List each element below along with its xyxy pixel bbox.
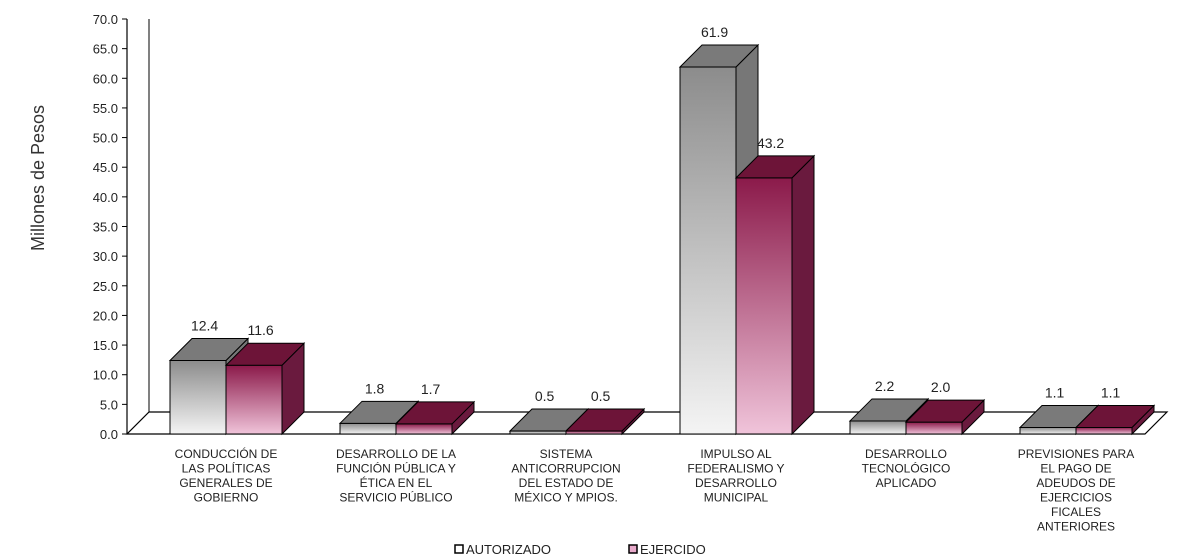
bars (168, 43, 1156, 436)
y-tick-label: 45.0 (93, 160, 118, 175)
y-tick-label: 25.0 (93, 279, 118, 294)
category-labels: CONDUCCIÓN DE LAS POLÍTICAS GENERALES DE GO… (175, 446, 1135, 534)
data-label-ejercido-5: 2.0 (931, 379, 951, 395)
category-label-1: CONDUCCIÓN DE LAS POLÍTICAS GENERALES DE GO… (175, 446, 278, 505)
y-tick-label: 40.0 (93, 190, 118, 205)
data-label-autorizado-3: 0.5 (535, 388, 555, 404)
y-tick-label: 55.0 (93, 101, 118, 116)
data-label-ejercido-6: 1.1 (1101, 384, 1121, 400)
legend-swatch-autorizado (454, 544, 464, 554)
bar-ejercido-6 (1074, 404, 1156, 436)
data-labels: 12.4 11.6 1.8 1.7 0.5 0.5 61.9 43.2 2.2 2.0 1.1 1.1 (191, 24, 1121, 404)
data-label-autorizado-1: 12.4 (191, 317, 218, 333)
legend-label-autorizado: AUTORIZADO (466, 542, 551, 557)
legend: AUTORIZADO EJERCIDO (454, 542, 706, 557)
y-tick-label: 35.0 (93, 220, 118, 235)
y-tick-label: 30.0 (93, 249, 118, 264)
bar-ejercido-4 (734, 154, 816, 436)
category-label-4: IMPULSO AL FEDERALISMO Y DESARROLLO MUNICIP… (687, 447, 784, 505)
legend-label-ejercido: EJERCIDO (640, 542, 706, 557)
data-label-autorizado-5: 2.2 (875, 378, 895, 394)
data-label-autorizado-2: 1.8 (365, 380, 385, 396)
y-axis-label: Millones de Pesos (28, 105, 48, 251)
category-label-3: SISTEMA ANTICORRUPCION DEL ESTADO DE MÉXICO… (511, 447, 620, 505)
bar-ejercido-3 (564, 407, 646, 436)
y-tick-label: 15.0 (93, 338, 118, 353)
floor-outline (125, 411, 1169, 435)
bar-ejercido-1 (224, 342, 306, 436)
data-label-ejercido-2: 1.7 (421, 381, 441, 397)
y-tick-label: 10.0 (93, 368, 118, 383)
data-label-ejercido-4: 43.2 (757, 135, 784, 151)
category-label-5: DESARROLLO TECNOLÓGICO APLICADO (862, 447, 951, 490)
y-tick-label: 20.0 (93, 308, 118, 323)
chart-floor (125, 19, 1169, 435)
y-axis: 0.0 5.0 10.0 15.0 20.0 25.0 30.0 35.0 40.0 45.0 50… (93, 12, 128, 442)
y-tick-label: 5.0 (100, 397, 118, 412)
data-label-autorizado-4: 61.9 (701, 24, 728, 40)
category-label-2: DESARROLLO DE LA FUNCIÓN PÚBLICA Y ÉTICA E… (336, 447, 456, 505)
y-tick-label: 65.0 (93, 42, 118, 57)
y-tick-label: 50.0 (93, 131, 118, 146)
data-label-ejercido-1: 11.6 (247, 322, 273, 338)
data-label-ejercido-3: 0.5 (591, 388, 611, 404)
bar-ejercido-2 (394, 400, 476, 436)
legend-swatch-ejercido (628, 544, 638, 554)
data-label-autorizado-6: 1.1 (1045, 384, 1065, 400)
y-tick-label: 0.0 (100, 427, 118, 442)
y-tick-label: 70.0 (93, 12, 118, 27)
category-label-6: PREVISIONES PARA EL PAGO DE ADEUDOS DE EJER… (1018, 447, 1134, 534)
bar-ejercido-5 (904, 398, 986, 436)
y-tick-label: 60.0 (93, 71, 118, 86)
